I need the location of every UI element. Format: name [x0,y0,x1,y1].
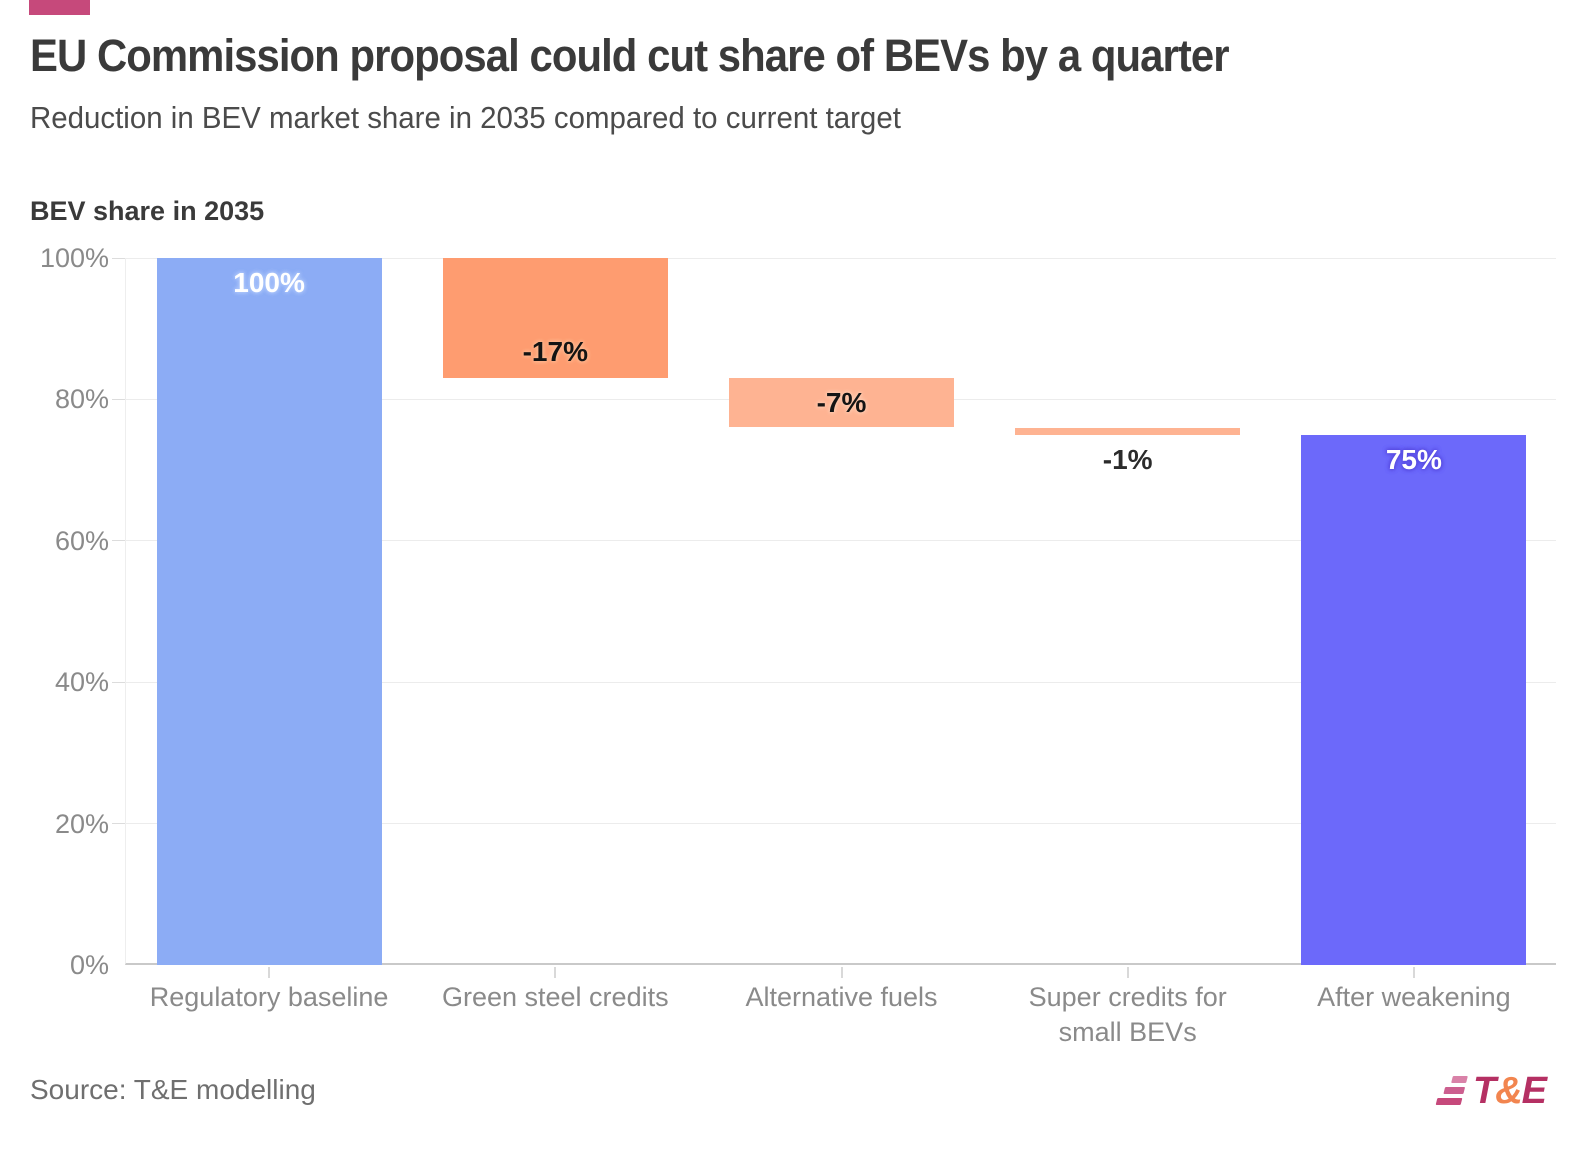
bar-4: -1% [1015,427,1241,475]
accent-bar [29,0,90,15]
te-logo-icon [1435,1075,1468,1107]
chart-title: EU Commission proposal could cut share o… [30,30,1229,81]
y-axis-title: BEV share in 2035 [30,196,265,226]
y-tick-label: 60% [54,525,109,556]
x-tick-mark [1412,967,1415,978]
bar-value-label: -7% [816,386,867,418]
x-tick-mark [840,967,843,978]
category-label: Alternative fuels [745,982,938,1012]
plot-area: 100% 80% 60% 40% 20% 0% 100% Regulatory baselin… [40,245,1556,1047]
y-tick-label: 80% [54,384,109,415]
category-label: Super credits for small BEVs [1028,982,1227,1047]
logo-letter-e: E [1521,1070,1547,1112]
y-tick-mark [112,398,125,400]
bar-value-label: 75% [1385,443,1442,475]
y-tick-label: 100% [39,243,109,273]
logo-letter-amp: & [1495,1070,1522,1112]
y-tick-label: 20% [54,808,109,839]
x-tick-mark [554,967,557,978]
bar-1: 100% [156,258,382,965]
bar-2: -17% [442,258,668,378]
te-logo-text: T&E [1472,1070,1547,1112]
y-tick-mark [112,257,125,259]
gridline-40 [126,681,1556,683]
gridline-60 [126,540,1556,542]
x-tick-mark [1126,967,1129,978]
bar-value-label: -1% [1102,443,1153,475]
y-tick-label: 40% [54,667,109,698]
bar-value-label: 100% [233,267,305,298]
gridline-20 [126,823,1556,825]
x-tick-mark [268,967,271,978]
category-label: Green steel credits [441,982,669,1012]
source-text: Source: T&E modelling [30,1074,316,1105]
y-tick-mark [112,823,125,825]
te-logo: T&E [1435,1070,1547,1112]
y-tick-mark [112,681,125,683]
bar-5: 75% [1301,434,1527,965]
y-tick-mark [112,540,125,542]
category-label: After weakening [1317,982,1511,1012]
bar-3: -7% [729,378,954,428]
chart-subtitle: Reduction in BEV market share in 2035 co… [30,100,901,135]
gridline-100 [126,257,1556,259]
category-label: Regulatory baseline [149,982,389,1012]
y-tick-label: 0% [69,950,109,980]
bar-value-label: -17% [522,336,588,367]
logo-letter-t: T [1472,1070,1496,1112]
